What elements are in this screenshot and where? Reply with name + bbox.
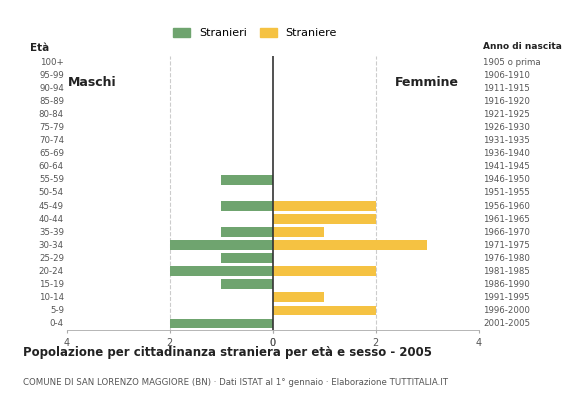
Bar bbox=[273, 306, 376, 315]
Text: 1961-1965: 1961-1965 bbox=[483, 214, 530, 224]
Text: 1966-1970: 1966-1970 bbox=[483, 228, 530, 237]
Text: Femmine: Femmine bbox=[395, 76, 459, 88]
Bar bbox=[221, 253, 273, 263]
Text: 1911-1915: 1911-1915 bbox=[483, 84, 530, 93]
Bar bbox=[273, 292, 324, 302]
Text: 1946-1950: 1946-1950 bbox=[483, 176, 530, 184]
Bar bbox=[221, 280, 273, 289]
Text: 1991-1995: 1991-1995 bbox=[483, 293, 530, 302]
Text: 1916-1920: 1916-1920 bbox=[483, 97, 530, 106]
Bar bbox=[273, 266, 376, 276]
Text: 1956-1960: 1956-1960 bbox=[483, 202, 530, 210]
Bar bbox=[169, 318, 273, 328]
Text: Maschi: Maschi bbox=[68, 76, 117, 88]
Bar bbox=[169, 240, 273, 250]
Text: 1976-1980: 1976-1980 bbox=[483, 254, 530, 263]
Text: 1951-1955: 1951-1955 bbox=[483, 188, 530, 198]
Text: 1986-1990: 1986-1990 bbox=[483, 280, 530, 289]
Bar bbox=[221, 227, 273, 237]
Text: 1996-2000: 1996-2000 bbox=[483, 306, 530, 315]
Text: 1971-1975: 1971-1975 bbox=[483, 241, 530, 250]
Text: 1941-1945: 1941-1945 bbox=[483, 162, 530, 172]
Text: COMUNE DI SAN LORENZO MAGGIORE (BN) · Dati ISTAT al 1° gennaio · Elaborazione TU: COMUNE DI SAN LORENZO MAGGIORE (BN) · Da… bbox=[23, 378, 448, 387]
Bar bbox=[273, 201, 376, 211]
Text: Anno di nascita: Anno di nascita bbox=[483, 42, 562, 51]
Legend: Stranieri, Straniere: Stranieri, Straniere bbox=[169, 24, 342, 43]
Text: 2001-2005: 2001-2005 bbox=[483, 319, 530, 328]
Text: Età: Età bbox=[30, 43, 49, 53]
Text: 1926-1930: 1926-1930 bbox=[483, 123, 530, 132]
Text: 1921-1925: 1921-1925 bbox=[483, 110, 530, 119]
Text: 1936-1940: 1936-1940 bbox=[483, 149, 530, 158]
Text: 1906-1910: 1906-1910 bbox=[483, 71, 530, 80]
Bar bbox=[169, 266, 273, 276]
Text: 1905 o prima: 1905 o prima bbox=[483, 58, 541, 67]
Bar bbox=[273, 214, 376, 224]
Bar bbox=[221, 201, 273, 211]
Text: Popolazione per cittadinanza straniera per età e sesso - 2005: Popolazione per cittadinanza straniera p… bbox=[23, 346, 432, 359]
Text: 1981-1985: 1981-1985 bbox=[483, 267, 530, 276]
Bar bbox=[273, 227, 324, 237]
Text: 1931-1935: 1931-1935 bbox=[483, 136, 530, 145]
Bar bbox=[273, 240, 427, 250]
Bar bbox=[221, 175, 273, 185]
